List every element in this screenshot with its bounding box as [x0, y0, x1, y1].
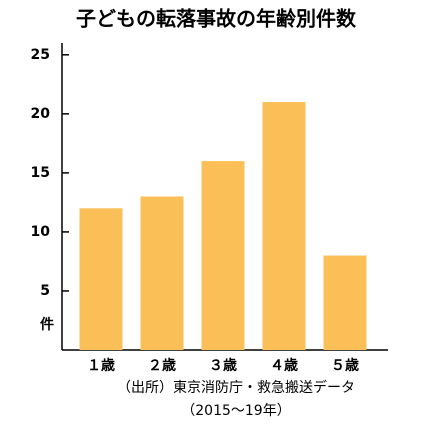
- chart-title: 子どもの転落事故の年齢別件数: [76, 7, 357, 31]
- source: （2015～19年）: [181, 403, 290, 419]
- source: （出所）東京消防庁・救急搬送データ: [117, 379, 355, 396]
- bar: [262, 102, 306, 351]
- x-tick-label: ２歳: [148, 357, 176, 374]
- y-tick-label: 20: [31, 106, 51, 122]
- bar: [323, 255, 367, 350]
- bar: [140, 196, 184, 350]
- y-tick-label: 10: [31, 224, 51, 240]
- y-axis-label: 件: [40, 316, 54, 333]
- x-tick-label: １歳: [87, 357, 115, 374]
- y-tick-label: 5: [40, 283, 50, 299]
- x-tick-label: ５歳: [331, 357, 359, 374]
- bar: [201, 161, 245, 350]
- bar: [79, 208, 123, 350]
- y-tick-label: 15: [31, 165, 50, 181]
- x-tick-label: ３歳: [209, 357, 237, 374]
- y-tick-label: 25: [31, 47, 50, 63]
- x-tick-label: ４歳: [270, 357, 298, 374]
